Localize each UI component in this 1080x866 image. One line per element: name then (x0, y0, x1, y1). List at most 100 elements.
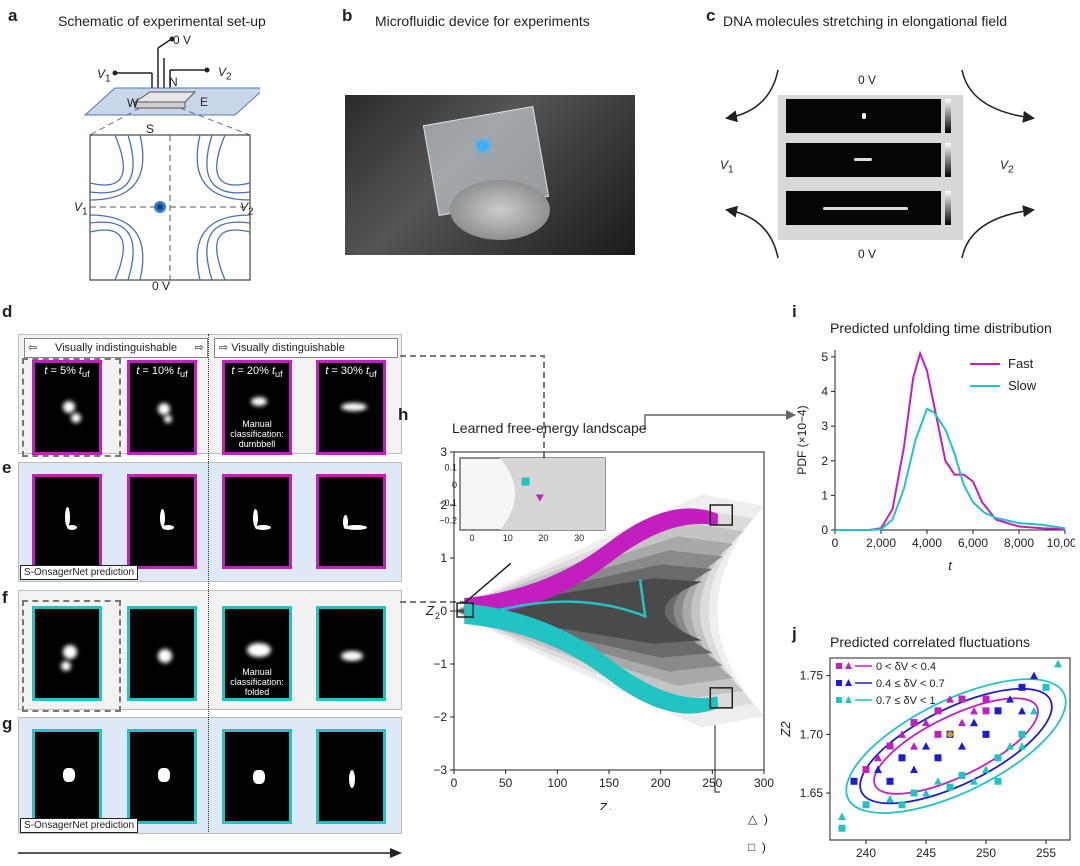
j-point-square (994, 777, 1002, 785)
j-legend-label: 0.7 ≤ δV < 1 (876, 695, 936, 707)
panel-h-title: Learned free-energy landscape (452, 420, 647, 436)
j-xtick-label: 255 (1036, 846, 1056, 860)
legend-exp1: △ ) (748, 812, 768, 826)
j-frame (829, 657, 1071, 841)
zoom-connector (463, 562, 512, 604)
j-point-square (934, 754, 942, 762)
zero-volt-top: 0 V (173, 33, 192, 47)
j-legend-label: 0.4 ≤ δV < 0.7 (876, 678, 945, 690)
slow-crossing-trajectory (495, 579, 647, 619)
setup-schematic (83, 36, 260, 281)
j-point-triangle (946, 695, 954, 703)
h-xtick-label: 0 (451, 776, 458, 790)
d-first-box (22, 358, 121, 457)
inset-fast-marker (535, 494, 544, 502)
i-xtick-label: 8,000 (1004, 536, 1034, 550)
j-point-square (982, 707, 990, 715)
panel-e-letter: e (2, 458, 12, 477)
c-v2: V2 (1000, 158, 1014, 176)
fast-trajectory (464, 508, 719, 602)
j-point-triangle (958, 718, 966, 727)
e-prediction-label: S-OnsagerNet prediction (20, 565, 139, 580)
j-point-square (1018, 683, 1026, 691)
j-point-square (1018, 730, 1026, 738)
i-xtick-label: 2,000 (866, 536, 896, 550)
indistinguishable-banner: ⇦ Visually indistinguishable ⇨ (24, 338, 208, 358)
d-thumb-2: t = 10% tuf (127, 360, 197, 455)
h-ytick-label: 2 (440, 498, 447, 512)
panel-a-letter: a (8, 6, 18, 25)
j-point-square (910, 789, 918, 797)
j-point-triangle (922, 789, 930, 797)
e-thumb-2 (127, 474, 197, 569)
i-ytick-label: 1 (821, 488, 828, 502)
f-first-box (22, 600, 121, 712)
j-ylabel: Z2 (778, 721, 793, 738)
i-ylabel: PDF (×10−4) (795, 405, 809, 474)
v2-box-label: V2 (240, 200, 254, 218)
unfolding-time-chart: 0 2,000 4,000 6,000 8,000 10,000 5 4 3 2 1 0 t PDF (×… (795, 350, 1075, 573)
n-label: N (169, 75, 178, 89)
f-thumb-2 (127, 606, 197, 701)
slow-trajectory (464, 603, 718, 702)
i-xtick-label: 0 (832, 536, 839, 550)
g-prediction-label: S-OnsagerNet prediction (20, 818, 139, 833)
h-ytick-label: 0 (440, 604, 447, 618)
tip-zoom-box-slow (709, 687, 734, 709)
inset-ytick-label: −0.2 (439, 515, 457, 525)
f-thumb-3: Manual classification: folded (222, 606, 292, 701)
j-ellipse-0 (873, 697, 1039, 795)
landscape-level-6 (454, 578, 702, 644)
d-thumb-4: t = 30% tuf (316, 360, 386, 455)
c-zero-bottom: 0 V (858, 247, 877, 261)
h-ytick-label: 1 (440, 551, 447, 565)
j-legend-square (836, 697, 842, 703)
i-series-slow (835, 407, 1066, 531)
j-point-triangle (874, 765, 882, 774)
f-thumb-4 (316, 606, 386, 701)
inset-xtick-label: 10 (503, 533, 513, 543)
panel-c-title: DNA molecules stretching in elongational… (723, 13, 1008, 29)
v1-box-label: V1 (74, 200, 88, 218)
j-ellipse-2 (845, 678, 1067, 814)
inset-xtick-label: 20 (538, 533, 548, 543)
i-ytick-label: 4 (821, 385, 828, 399)
h-xtick-label: 100 (547, 776, 567, 790)
h-ytick-label: −1 (433, 657, 447, 671)
inset-ytick-label: −0.1 (439, 498, 457, 508)
j-ytick-label: 1.75 (800, 669, 824, 683)
g-thumb-3 (222, 729, 292, 824)
panel-i-letter: i (792, 302, 797, 321)
h-xtick-label: 150 (599, 776, 619, 790)
h-xlabel-sub: 1 (608, 808, 613, 810)
dna-stretch-image (778, 95, 963, 240)
panel-b-letter: b (342, 6, 353, 25)
j-point-triangle (910, 742, 918, 750)
j-ytick-label: 1.65 (800, 786, 824, 800)
j-point-square (898, 754, 906, 762)
inset-ytick-label: 0.1 (444, 463, 457, 473)
e-label: E (200, 95, 209, 109)
j-point-triangle (838, 812, 846, 821)
h-xtick-label: 250 (702, 776, 722, 790)
j-point-square (886, 742, 894, 750)
i-xtick-label: 10,000 (1047, 536, 1075, 550)
j-xtick-label: 245 (916, 846, 936, 860)
j-legend-triangle (845, 662, 852, 669)
panel-a-title: Schematic of experimental set-up (58, 13, 266, 29)
j-point-triangle (874, 753, 882, 762)
h-ylabel-sub: 2 (435, 611, 440, 621)
g-thumb-2 (127, 729, 197, 824)
j-point-triangle (1006, 742, 1014, 750)
j-point-square (982, 695, 990, 703)
inset-ytick-label: 0 (452, 480, 457, 490)
h-xtick-label: 200 (651, 776, 671, 790)
panel-j-title: Predicted correlated fluctuations (830, 634, 1030, 650)
j-point-square (994, 707, 1002, 715)
i-legend-label: Slow (1008, 378, 1037, 393)
e-thumb-3 (222, 474, 292, 569)
panel-g-letter: g (2, 714, 13, 733)
e-thumb-1 (32, 474, 102, 569)
j-legend-label: 0 < δV < 0.4 (876, 661, 936, 673)
panel-b-title: Microfluidic device for experiments (375, 13, 590, 29)
